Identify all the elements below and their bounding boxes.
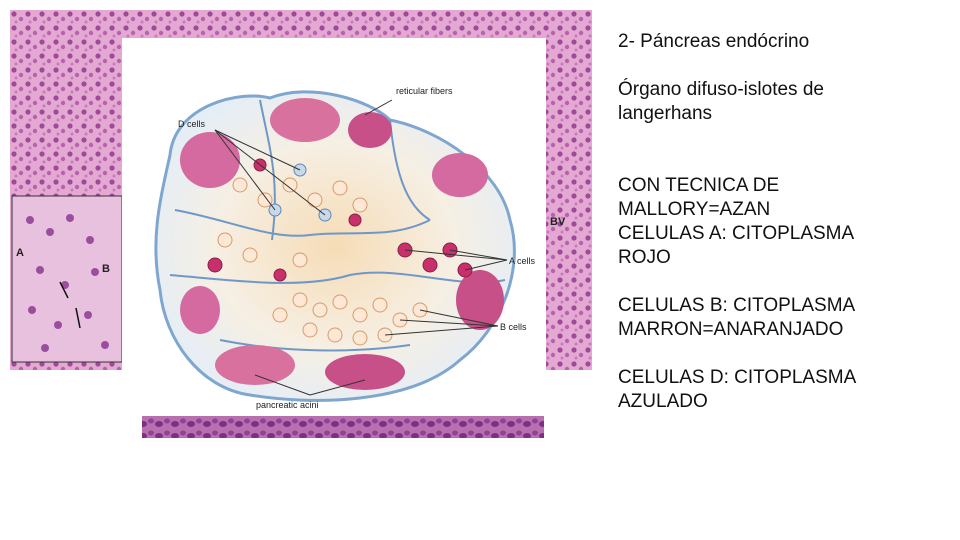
- b-cells-line-2: MARRON=ANARANJADO: [618, 319, 844, 340]
- subtitle-line-1: Órgano difuso-islotes de: [618, 79, 824, 100]
- technique-line-1: CON TECNICA DE: [618, 175, 780, 196]
- reticular-septa: [169, 99, 506, 352]
- d-cells-line-2: AZULADO: [618, 391, 708, 412]
- inset-label-b: B: [102, 263, 110, 275]
- slide-title: 2- Páncreas endócrino: [618, 31, 810, 52]
- label-b-cells: B cells: [500, 322, 527, 332]
- label-bv: BV: [550, 216, 566, 228]
- a-cells-line-1: CELULAS A: CITOPLASMA: [618, 223, 855, 244]
- histology-figure: A B BV: [10, 10, 592, 440]
- acinar-clusters: [180, 98, 504, 390]
- label-a-cells: A cells: [509, 256, 536, 266]
- bottom-acini-strip: [142, 412, 544, 438]
- leader-lines: [214, 99, 508, 396]
- inset-cells: [26, 214, 109, 352]
- b-cells-line-1: CELULAS B: CITOPLASMA: [618, 295, 856, 316]
- slide-text-column: 2- Páncreas endócrino Órgano difuso-islo…: [618, 30, 948, 414]
- inset-label-a: A: [16, 247, 24, 259]
- d-cells-line-1: CELULAS D: CITOPLASMA: [618, 367, 857, 388]
- label-reticular-fibers: reticular fibers: [396, 86, 453, 96]
- islet-illustration: A B BV: [10, 10, 592, 438]
- technique-line-2: MALLORY=AZAN: [618, 199, 771, 220]
- a-cells-line-2: ROJO: [618, 247, 671, 268]
- label-d-cells: D cells: [178, 119, 206, 129]
- subtitle-line-2: langerhans: [618, 103, 713, 124]
- label-pancreatic-acini: pancreatic acini: [256, 400, 319, 410]
